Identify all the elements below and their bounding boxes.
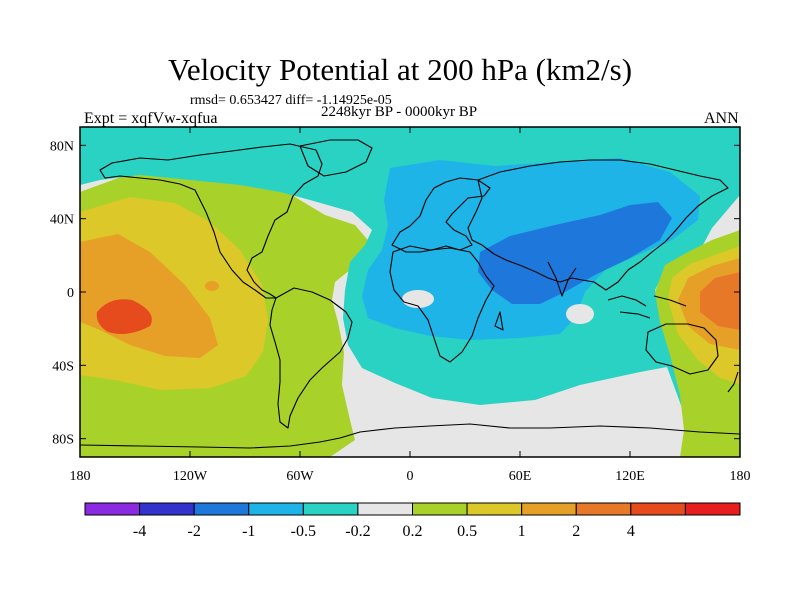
lat-ticks: 80N 40N 0 40S 80S [50, 139, 740, 448]
field-asia-neg3 [478, 202, 672, 304]
coast-madagascar [494, 311, 504, 331]
coast-greenland [299, 139, 373, 177]
coast-maritime [607, 295, 687, 319]
lon-tick-label: 120W [173, 469, 208, 484]
field-africa-hole [402, 290, 434, 308]
coast-south-america [269, 287, 353, 429]
field-indian-hole [566, 304, 594, 324]
colorbar-swatch [248, 502, 304, 516]
coast-north-america [99, 143, 323, 299]
colorbar-label: 2 [572, 523, 580, 540]
colorbar-label: -0.2 [345, 523, 370, 540]
coast-europe [391, 177, 491, 253]
season-label: ANN [704, 110, 739, 127]
lat-tick-label: 80N [50, 139, 74, 154]
colorbar-label: 1 [518, 523, 526, 540]
colorbar-swatch [302, 502, 359, 516]
lon-tick-label: 180 [70, 469, 91, 484]
lat-tick-label: 80S [52, 433, 74, 448]
stats-line: rmsd= 0.653427 diff= -1.14925e-05 [190, 93, 392, 108]
coast-new-zealand [727, 371, 739, 393]
map-plot-area [80, 127, 740, 457]
lat-tick-label: 40S [52, 359, 74, 374]
colorbar-swatch [412, 502, 468, 516]
lon-ticks: 180 120W 60W 0 60E 120E 180 [70, 127, 751, 484]
coast-india [547, 261, 577, 297]
coast-australia [645, 323, 719, 375]
field-small-orange [205, 281, 219, 291]
colorbar-label: 0.5 [457, 523, 477, 540]
colorbar-swatch [630, 502, 686, 516]
colorbar-labels: -4 -2 -1 -0.5 -0.2 0.2 0.5 1 2 4 [133, 523, 635, 540]
lon-tick-label: 60W [286, 469, 314, 484]
colorbar-label: -1 [242, 523, 255, 540]
colorbar-swatch [575, 502, 632, 516]
colorbar-label: -0.5 [291, 523, 316, 540]
lon-tick-label: 60E [509, 469, 532, 484]
colorbar-label: -4 [133, 523, 146, 540]
colorbar-label: 0.2 [403, 523, 423, 540]
lat-tick-label: 40N [50, 213, 74, 228]
colorbar [84, 502, 741, 516]
coast-antarctica [80, 423, 740, 449]
colorbar-swatch [193, 502, 250, 516]
experiment-label: Expt = xqfVw-xqfua [84, 110, 218, 127]
colorbar-swatch [684, 502, 741, 516]
colorbar-label: 4 [627, 523, 635, 540]
lon-tick-label: 0 [407, 469, 414, 484]
colorbar-label: -2 [188, 523, 201, 540]
colorbar-swatch [521, 502, 577, 516]
colorbar-swatch [84, 502, 141, 516]
field-pacific-pos4 [96, 299, 152, 334]
colorbar-swatch [139, 502, 195, 516]
colorbar-swatch [466, 502, 523, 516]
period-label: 2248kyr BP - 0000kyr BP [321, 104, 478, 120]
lat-tick-label: 0 [67, 286, 74, 301]
colorbar-swatch [357, 502, 413, 516]
coast-asia [467, 159, 729, 291]
lon-tick-label: 180 [730, 469, 751, 484]
field-wpac-pos4 [700, 272, 740, 330]
lon-tick-label: 120E [615, 469, 645, 484]
coastlines [80, 139, 740, 449]
map-title: Velocity Potential at 200 hPa (km2/s) [167, 52, 633, 87]
coast-africa [389, 245, 495, 363]
